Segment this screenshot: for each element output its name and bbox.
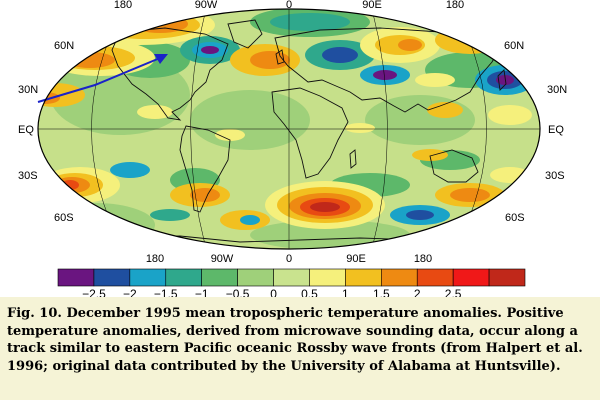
lat-label-left: 60S xyxy=(54,212,74,224)
longitude-labels-top: 180 90W 0 90E 180 xyxy=(114,0,464,11)
lat-label-right: 60N xyxy=(504,40,524,52)
colorbar-swatch xyxy=(201,268,238,287)
colorbar-swatch xyxy=(488,268,526,287)
lon-label-top: 90E xyxy=(362,0,382,11)
lat-label-right: 30N xyxy=(547,84,567,96)
colorbar-swatch xyxy=(57,268,95,287)
longitude-labels-bottom: 180 90W 0 90E 180 xyxy=(146,253,432,265)
lat-label-right: 30S xyxy=(545,170,565,182)
map-border xyxy=(37,8,541,250)
lon-label-bottom: 90E xyxy=(346,253,366,265)
lon-label-top: 180 xyxy=(114,0,132,11)
lon-label-top: 180 xyxy=(446,0,464,11)
greenland-coast xyxy=(227,19,263,49)
colorbar-swatch xyxy=(416,268,454,287)
colorbar-swatch xyxy=(165,268,202,287)
japan-coast xyxy=(497,69,507,91)
lat-label-right: EQ xyxy=(548,124,564,136)
north-america-coast xyxy=(111,27,229,121)
colorbar-tick-label: 2 xyxy=(414,287,421,301)
lat-label-left: 30N xyxy=(18,84,38,96)
caption-panel xyxy=(0,297,600,400)
figure-caption: Fig. 10. December 1995 mean tropospheric… xyxy=(7,306,583,374)
rossby-track-arrow xyxy=(37,54,168,103)
colorbar-swatch xyxy=(129,268,167,287)
lon-label-top: 90W xyxy=(195,0,218,11)
uk-coast xyxy=(275,49,285,65)
colorbar-swatch xyxy=(273,268,310,287)
world-map xyxy=(37,8,541,250)
colorbar-tick-label: 0 xyxy=(270,287,277,301)
lat-label-left: 30S xyxy=(18,170,38,182)
australia-coast xyxy=(429,149,479,183)
colorbar-swatch xyxy=(237,268,274,287)
lat-label-left: 60N xyxy=(54,40,74,52)
colorbar-swatch xyxy=(93,268,131,287)
latitude-labels-right: 60N 30N EQ 30S 60S xyxy=(504,40,567,224)
lon-label-bottom: 180 xyxy=(414,253,432,265)
lon-label-bottom: 0 xyxy=(286,253,292,265)
colorbar-tick-label: 1 xyxy=(342,287,349,301)
latitude-labels-left: 60N 30N EQ 30S 60S xyxy=(18,40,74,224)
south-america-coast xyxy=(179,125,231,213)
colorbar-swatch xyxy=(381,268,418,287)
lon-label-top: 0 xyxy=(286,0,292,11)
lat-label-left: EQ xyxy=(18,124,34,136)
colorbar xyxy=(57,268,526,287)
lon-label-bottom: 180 xyxy=(146,253,164,265)
lon-label-bottom: 90W xyxy=(211,253,234,265)
lat-label-right: 60S xyxy=(505,212,525,224)
colorbar-swatch xyxy=(345,268,382,287)
colorbar-swatch xyxy=(452,268,490,287)
madagascar-coast xyxy=(349,149,357,169)
africa-coast xyxy=(271,87,349,179)
colorbar-swatch xyxy=(309,268,346,287)
